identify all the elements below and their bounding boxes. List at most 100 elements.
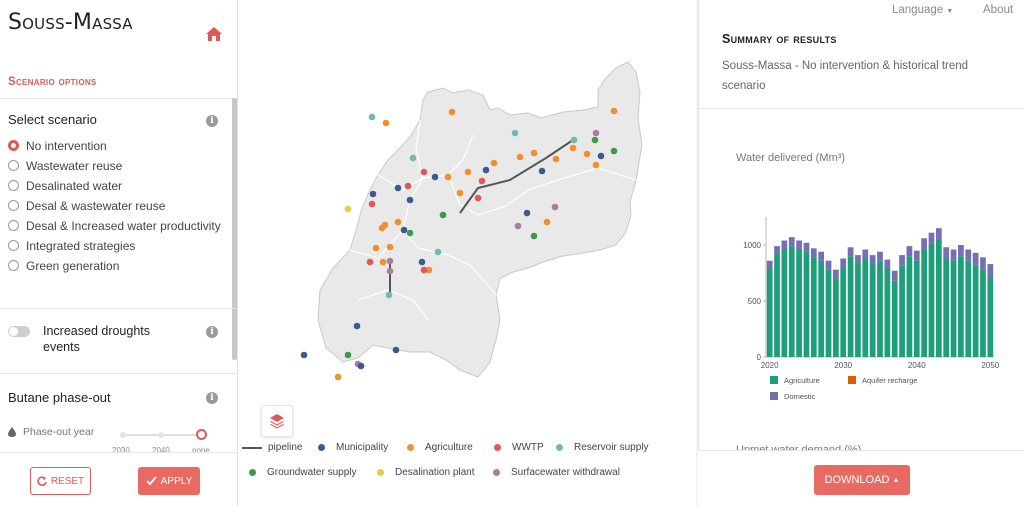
map-point[interactable] — [372, 244, 380, 252]
map-point[interactable] — [420, 168, 428, 176]
language-menu[interactable]: Language ▼ — [892, 4, 953, 16]
bar-segment[interactable] — [781, 240, 788, 250]
bar-segment[interactable] — [950, 260, 957, 357]
map-point[interactable] — [591, 136, 599, 144]
map-point[interactable] — [592, 161, 600, 169]
bar-segment[interactable] — [818, 251, 825, 261]
bar-segment[interactable] — [877, 251, 883, 261]
map-point[interactable] — [610, 107, 618, 115]
bar-segment[interactable] — [906, 256, 913, 357]
radio-button[interactable] — [8, 220, 19, 231]
map-point[interactable] — [456, 189, 464, 197]
bar-segment[interactable] — [840, 258, 847, 268]
bar-segment[interactable] — [803, 251, 810, 357]
download-button[interactable]: DOWNLOAD ▲ — [814, 465, 910, 495]
map-point[interactable] — [552, 155, 560, 163]
radio-no-intervention[interactable]: No intervention — [8, 136, 223, 156]
bar-segment[interactable] — [913, 250, 920, 261]
map-point[interactable] — [409, 154, 417, 162]
bar-segment[interactable] — [862, 249, 869, 259]
bar-segment[interactable] — [987, 277, 994, 357]
map-point[interactable] — [334, 373, 342, 381]
bar-segment[interactable] — [847, 247, 854, 257]
map-point[interactable] — [344, 205, 352, 213]
info-icon[interactable]: i — [206, 115, 218, 127]
slider-handle[interactable] — [196, 429, 207, 440]
bar-segment[interactable] — [781, 249, 788, 357]
bar-segment[interactable] — [833, 269, 839, 279]
map-point[interactable] — [444, 173, 452, 181]
bar-segment[interactable] — [869, 264, 876, 357]
bar-segment[interactable] — [810, 257, 817, 357]
bar-segment[interactable] — [818, 260, 825, 357]
radio-button-selected[interactable] — [8, 140, 19, 151]
map-point[interactable] — [530, 149, 538, 157]
bar-segment[interactable] — [950, 249, 957, 261]
bar-segment[interactable] — [913, 260, 920, 357]
map-point[interactable] — [344, 351, 352, 359]
map-point[interactable] — [592, 129, 600, 137]
bar-segment[interactable] — [825, 269, 832, 357]
radio-wastewater-reuse[interactable]: Wastewater reuse — [8, 156, 223, 176]
radio-desalinated-water[interactable]: Desalinated water — [8, 176, 223, 196]
map-point[interactable] — [543, 218, 551, 226]
map-point[interactable] — [404, 182, 412, 190]
map-point[interactable] — [385, 291, 393, 299]
layers-button[interactable] — [261, 405, 293, 437]
bar-segment[interactable] — [980, 257, 986, 270]
bar-segment[interactable] — [855, 255, 861, 265]
bar-segment[interactable] — [796, 240, 802, 250]
bar-segment[interactable] — [810, 248, 817, 258]
bar-segment[interactable] — [766, 260, 773, 269]
bar-segment[interactable] — [943, 258, 950, 357]
reset-button[interactable]: RESET — [30, 467, 91, 495]
bar-segment[interactable] — [825, 260, 832, 270]
map-point[interactable] — [300, 351, 308, 359]
bar-segment[interactable] — [965, 249, 972, 261]
map-point[interactable] — [386, 257, 394, 265]
bar-segment[interactable] — [803, 242, 810, 252]
bar-segment[interactable] — [965, 260, 972, 357]
map-point[interactable] — [583, 150, 591, 158]
map-point[interactable] — [418, 258, 426, 266]
map-point[interactable] — [516, 153, 524, 161]
bar-segment[interactable] — [935, 228, 942, 240]
map-point[interactable] — [386, 267, 394, 275]
radio-button[interactable] — [8, 240, 19, 251]
bar-segment[interactable] — [847, 256, 854, 357]
bar-segment[interactable] — [788, 237, 795, 247]
bar-segment[interactable] — [972, 265, 979, 357]
map-point[interactable] — [490, 159, 498, 167]
map-point[interactable] — [482, 166, 490, 174]
about-link[interactable]: About — [983, 4, 1014, 16]
bar-segment[interactable] — [891, 270, 898, 281]
map-point[interactable] — [382, 119, 390, 127]
map-point[interactable] — [514, 222, 522, 230]
bar-segment[interactable] — [869, 255, 876, 265]
map-point[interactable] — [394, 184, 402, 192]
radio-button[interactable] — [8, 180, 19, 191]
bar-segment[interactable] — [906, 246, 913, 257]
bar-segment[interactable] — [972, 252, 979, 266]
map-point[interactable] — [570, 136, 578, 144]
bar-segment[interactable] — [796, 249, 802, 357]
map-point[interactable] — [511, 129, 519, 137]
map-point[interactable] — [538, 167, 546, 175]
radio-button[interactable] — [8, 200, 19, 211]
bar-segment[interactable] — [928, 232, 935, 244]
apply-button[interactable]: APPLY — [138, 467, 200, 495]
bar-segment[interactable] — [833, 278, 839, 357]
map-point[interactable] — [357, 362, 365, 370]
map-point[interactable] — [448, 108, 456, 116]
bar-segment[interactable] — [855, 264, 861, 357]
bar-segment[interactable] — [921, 238, 927, 250]
map-panel[interactable] — [238, 0, 696, 506]
map-point[interactable] — [368, 113, 376, 121]
radio-button[interactable] — [8, 260, 19, 271]
bar-segment[interactable] — [958, 256, 964, 357]
region-map[interactable] — [238, 0, 696, 506]
bar-segment[interactable] — [884, 268, 891, 357]
droughts-toggle[interactable] — [8, 326, 30, 337]
water-delivered-chart[interactable]: 0 500 1000 2020 2030 2040 2050 Agriculture Aquif… — [736, 200, 1004, 415]
bar-segment[interactable] — [766, 268, 773, 357]
